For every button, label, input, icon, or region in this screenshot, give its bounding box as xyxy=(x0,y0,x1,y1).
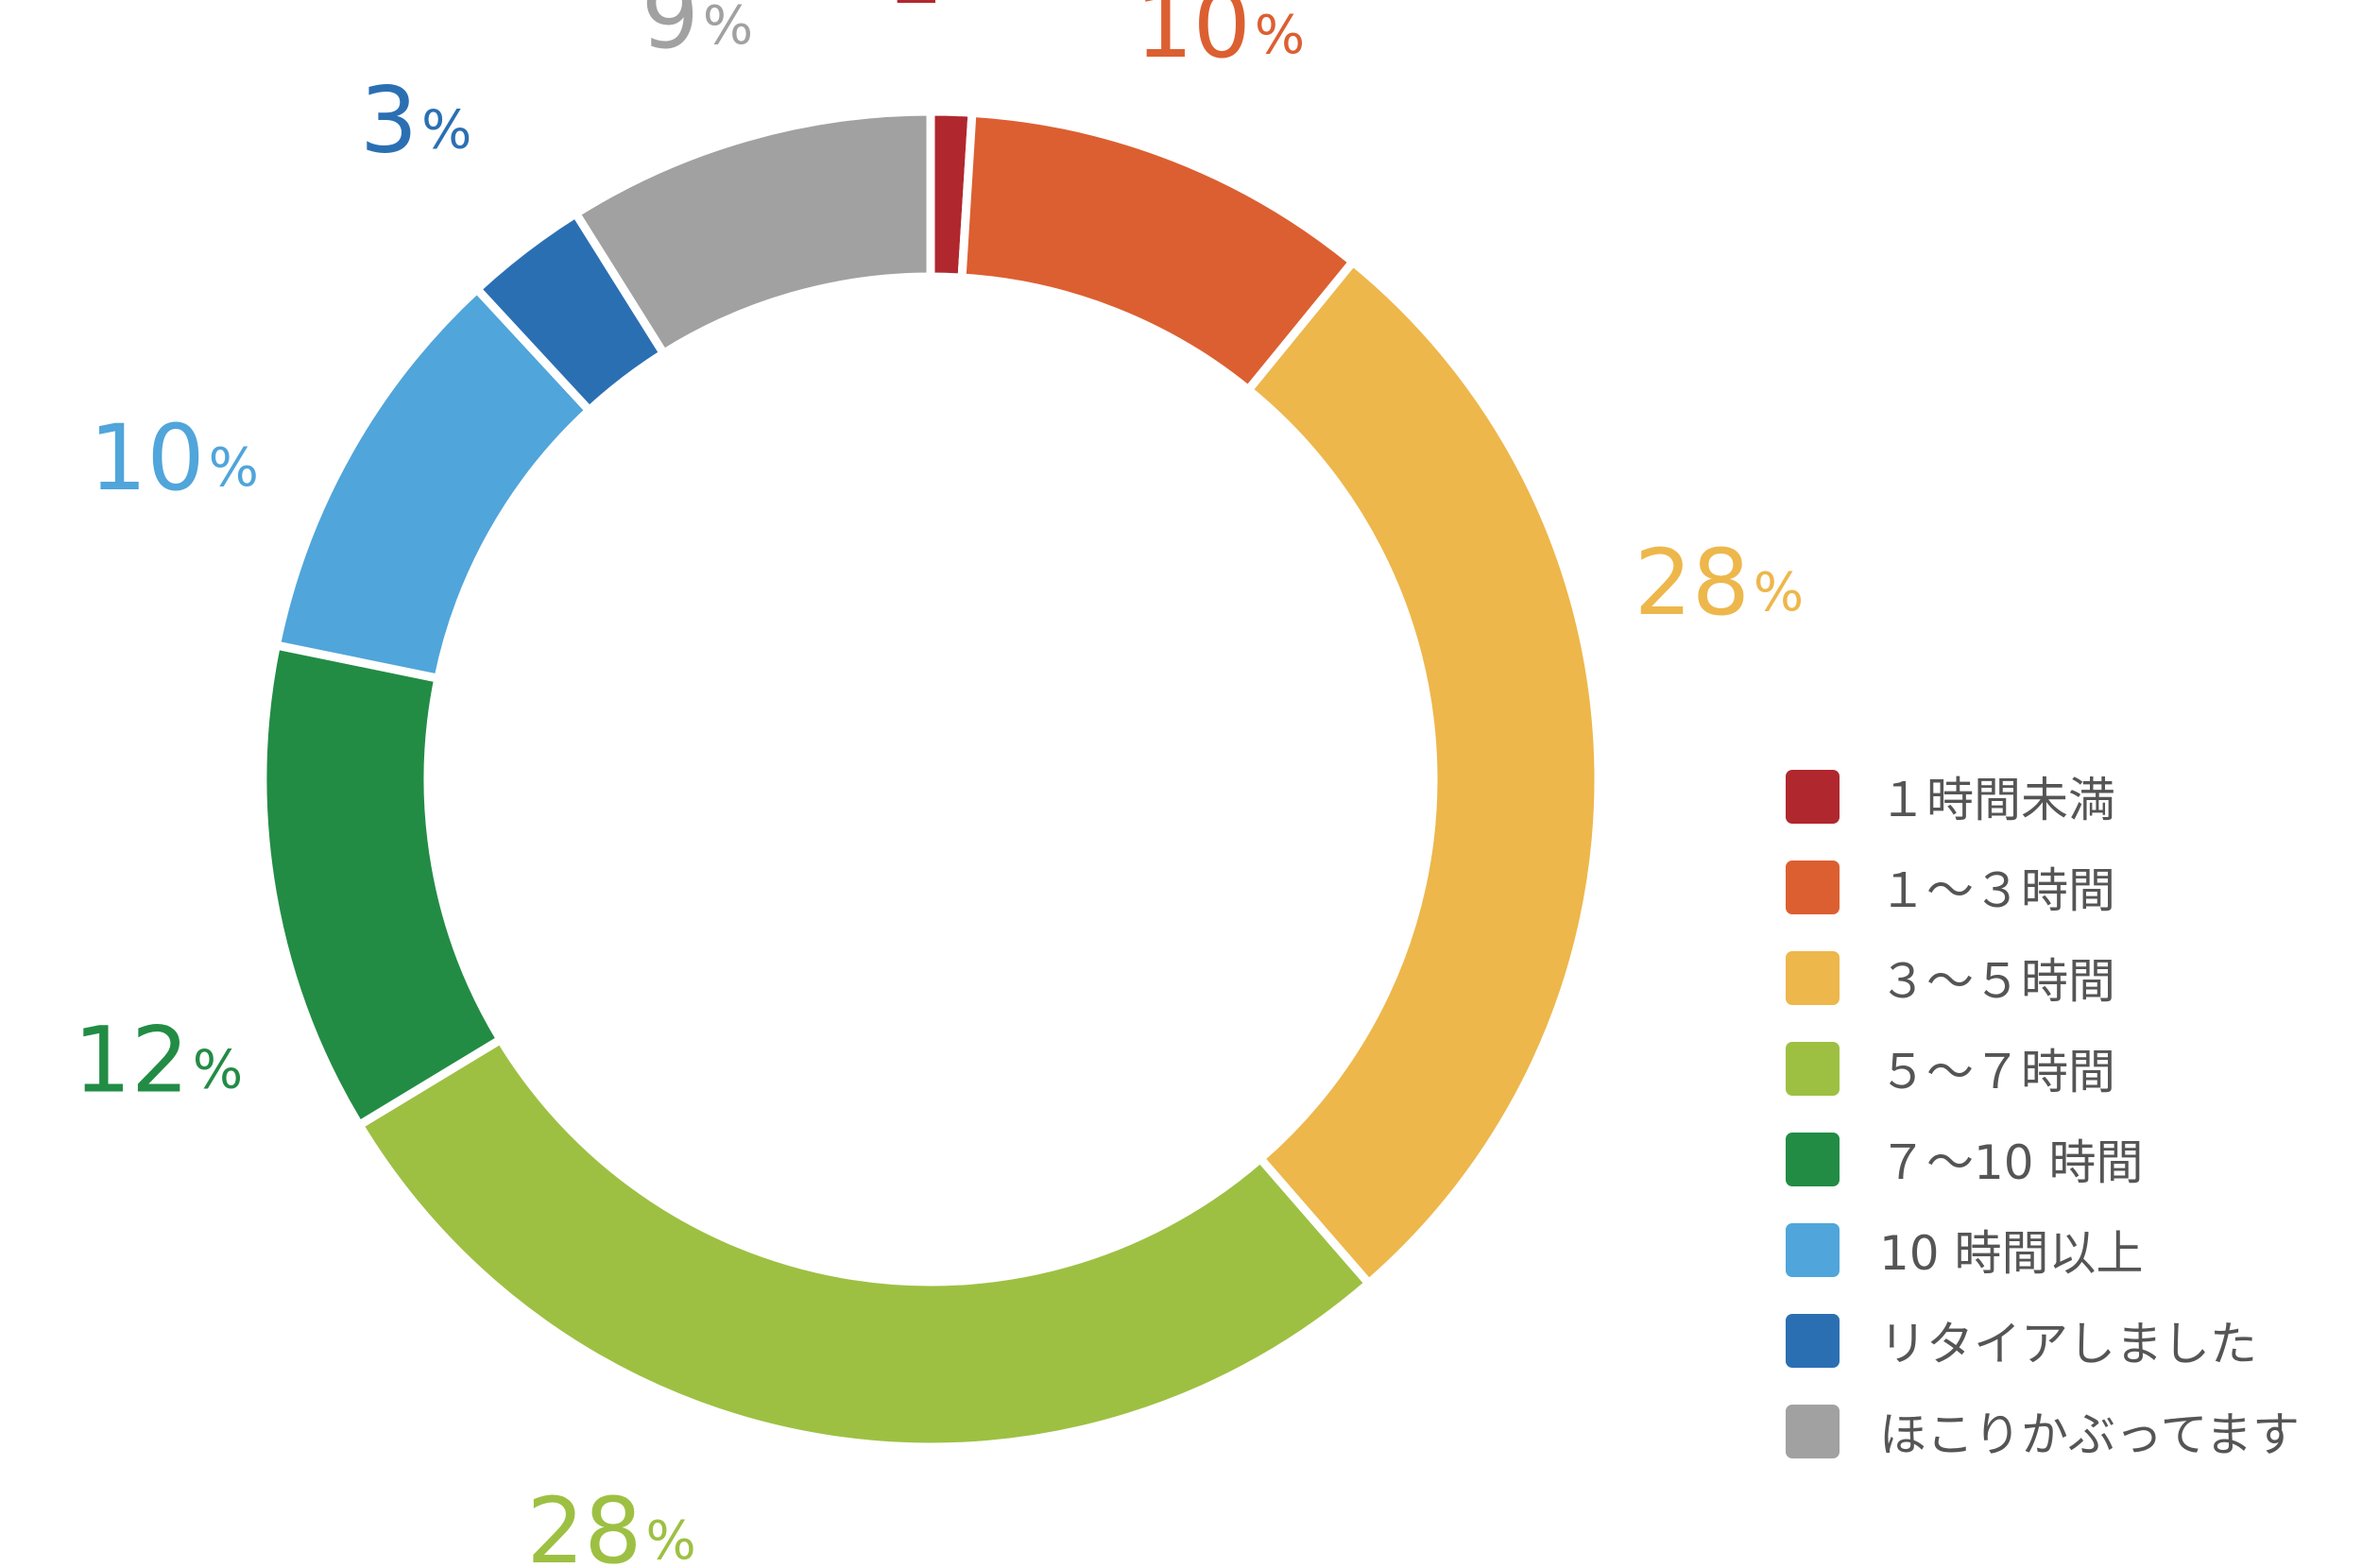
legend-label: リタイアしました xyxy=(1879,1317,2257,1372)
legend-item: １時間未満 xyxy=(1786,751,2362,842)
chart-legend: １時間未満 １～３時間 ３～５時間 ５～７時間 ７～10 時間 10 時間以上リタイアしま… xyxy=(1786,751,2362,1476)
legend-label: １時間未満 xyxy=(1879,773,2115,827)
slice-value-number: 28 xyxy=(526,1478,642,1568)
legend-label: ３～５時間 xyxy=(1879,954,2115,1009)
pie-slice xyxy=(570,107,935,360)
legend-label: １～３時間 xyxy=(1879,863,2115,918)
legend-swatch xyxy=(1786,860,1840,914)
slice-value-label: 1% xyxy=(886,0,998,25)
slice-value-number: 1 xyxy=(886,0,944,25)
legend-swatch xyxy=(1786,1222,1840,1277)
slice-value-unit: % xyxy=(1255,4,1305,65)
legend-item: ５～７時間 xyxy=(1786,1023,2362,1114)
slice-value-unit: % xyxy=(209,437,259,499)
slice-value-number: 28 xyxy=(1634,530,1750,636)
legend-swatch xyxy=(1786,1404,1840,1458)
legend-item: ７～10 時間 xyxy=(1786,1114,2362,1204)
chart-value-labels: 1%10%28%28%12%10%3%9% xyxy=(74,0,1804,1568)
legend-item: ３～５時間 xyxy=(1786,932,2362,1023)
slice-value-unit: % xyxy=(948,0,998,12)
legend-label: ７～10 時間 xyxy=(1879,1135,2144,1190)
slice-value-label: 28% xyxy=(526,1478,695,1568)
slice-value-number: 3 xyxy=(360,68,418,174)
slice-value-label: 10% xyxy=(1136,0,1305,78)
legend-item: 10 時間以上 xyxy=(1786,1204,2362,1295)
slice-value-label: 9% xyxy=(642,0,753,69)
legend-swatch xyxy=(1786,1041,1840,1096)
legend-swatch xyxy=(1786,769,1840,824)
slice-value-number: 10 xyxy=(1136,0,1251,78)
slice-value-number: 10 xyxy=(89,405,204,511)
legend-item: リタイアしました xyxy=(1786,1295,2362,1386)
slice-value-unit: % xyxy=(645,1510,695,1568)
slice-value-label: 12% xyxy=(74,1008,243,1114)
legend-swatch xyxy=(1786,1313,1840,1368)
slice-value-unit: % xyxy=(193,1039,243,1100)
slice-value-label: 28% xyxy=(1634,530,1804,636)
pie-slice xyxy=(352,1033,1376,1452)
legend-swatch xyxy=(1786,950,1840,1005)
legend-label: 10 時間以上 xyxy=(1879,1226,2144,1281)
legend-label: ５～７時間 xyxy=(1879,1045,2115,1099)
legend-label: ほこりかぶってます xyxy=(1879,1407,2300,1462)
pie-slice xyxy=(1241,255,1603,1290)
legend-item: ほこりかぶってます xyxy=(1786,1386,2362,1476)
legend-swatch xyxy=(1786,1132,1840,1186)
slice-value-number: 9 xyxy=(642,0,699,69)
pie-slice xyxy=(258,639,507,1132)
slice-value-unit: % xyxy=(421,99,471,161)
slice-value-number: 12 xyxy=(74,1008,189,1114)
chart-slices xyxy=(258,107,1603,1452)
slice-value-label: 3% xyxy=(360,68,471,174)
legend-item: １～３時間 xyxy=(1786,842,2362,932)
slice-value-unit: % xyxy=(703,0,753,56)
slice-value-unit: % xyxy=(1754,561,1804,622)
slice-value-label: 10% xyxy=(89,405,258,511)
